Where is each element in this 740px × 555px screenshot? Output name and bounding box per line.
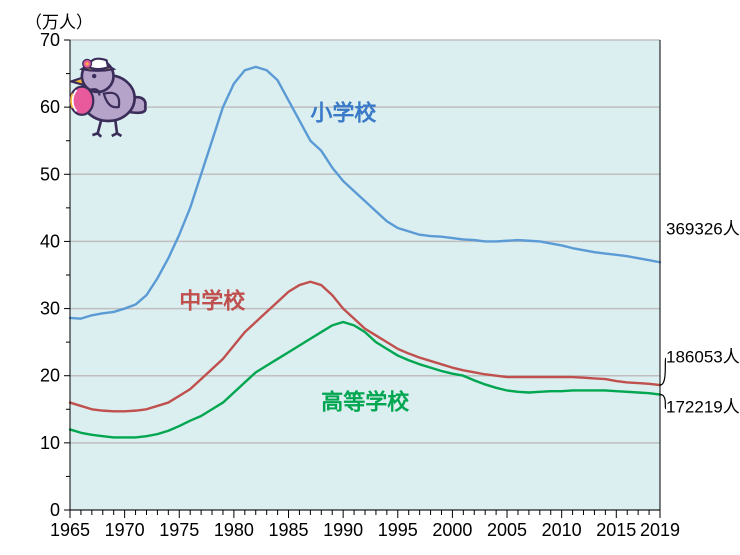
- x-tick-label: 2015: [596, 520, 636, 540]
- end-value-junior_high: 186053人: [666, 347, 740, 366]
- end-value-elementary: 369326人: [666, 220, 740, 239]
- series-label-high_school: 高等学校: [321, 389, 410, 414]
- x-tick-label: 1970: [105, 520, 145, 540]
- x-tick-label: 1980: [214, 520, 254, 540]
- y-tick-label: 30: [40, 299, 60, 319]
- x-tick-label: 1995: [378, 520, 418, 540]
- y-unit-label: （万人）: [25, 13, 93, 32]
- x-tick-label: 2000: [432, 520, 472, 540]
- end-bracket-lower: [660, 395, 666, 409]
- y-tick-label: 60: [40, 97, 60, 117]
- end-bracket-upper: [660, 358, 666, 385]
- series-label-elementary: 小学校: [310, 101, 377, 126]
- y-tick-label: 70: [40, 30, 60, 50]
- y-tick-label: 50: [40, 164, 60, 184]
- line-chart: 0 10 20 30 40 50 60 70（万人） 1965 1970 1975 1980 1985 1…: [0, 0, 740, 555]
- y-tick-label: 10: [40, 433, 60, 453]
- chart-container: 0 10 20 30 40 50 60 70（万人） 1965 1970 1975 1980 1985 1…: [0, 0, 740, 555]
- x-tick-label: 2019: [640, 520, 680, 540]
- x-tick-label: 1985: [268, 520, 308, 540]
- end-value-high_school: 172219人: [666, 398, 740, 417]
- y-tick-label: 20: [40, 366, 60, 386]
- x-tick-label: 1975: [159, 520, 199, 540]
- x-tick-label: 1990: [323, 520, 363, 540]
- x-tick-label: 1965: [50, 520, 90, 540]
- x-tick-label: 2010: [542, 520, 582, 540]
- x-tick-label: 2005: [487, 520, 527, 540]
- series-label-junior_high: 中学校: [179, 289, 246, 314]
- y-tick-label: 0: [50, 500, 60, 520]
- y-tick-label: 40: [40, 231, 60, 251]
